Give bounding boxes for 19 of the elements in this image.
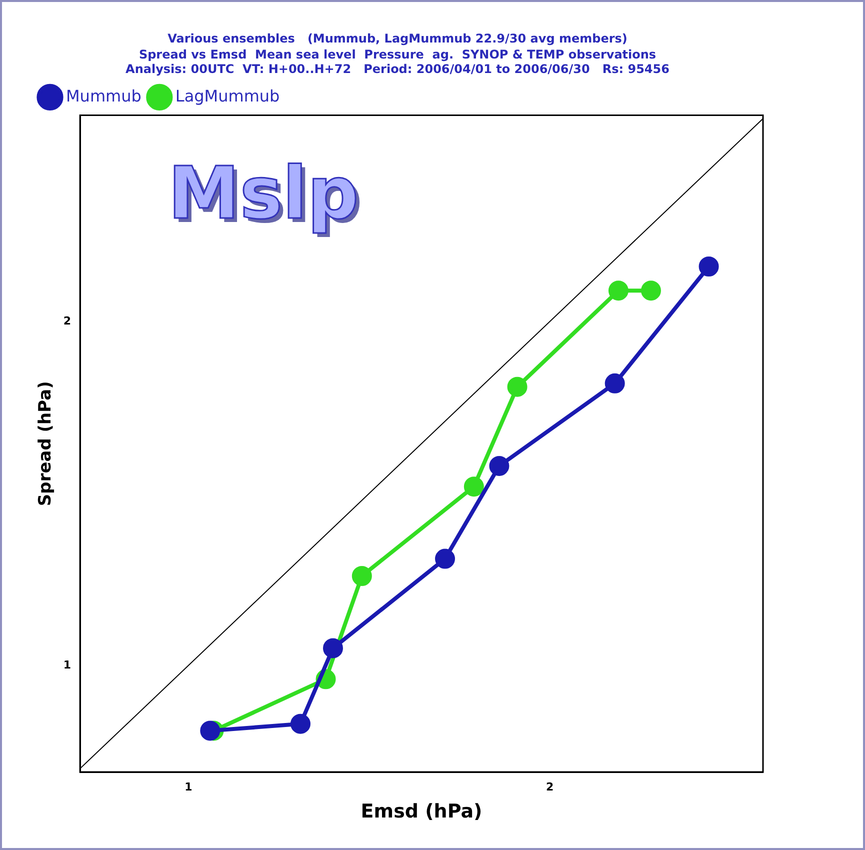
point bbox=[640, 280, 661, 301]
legend-label: LagMummub bbox=[175, 86, 280, 106]
point bbox=[698, 256, 719, 277]
point bbox=[507, 376, 528, 397]
chart-title: Various ensembles (Mummub, LagMummub 22.9/30 avg members) bbox=[168, 31, 628, 46]
legend-label: Mummub bbox=[66, 86, 142, 106]
point bbox=[200, 720, 220, 741]
point bbox=[352, 566, 372, 586]
text: Analysis: 00UTC VT: H+00..H+72 Period: 2006/04/01 to 2006/06/30 Rs: 95456 bbox=[126, 62, 670, 76]
chart-subtitle: Spread vs Emsd Mean sea level Pressure ag. SYNOP & TEMP observations bbox=[138, 48, 656, 62]
point bbox=[322, 638, 343, 658]
point bbox=[489, 456, 510, 476]
point bbox=[464, 476, 484, 497]
x-axis-title: Emsd (hPa) bbox=[360, 800, 482, 823]
point bbox=[604, 373, 625, 394]
point bbox=[608, 280, 628, 301]
y-axis-title: Spread (hPa) bbox=[36, 381, 56, 506]
point bbox=[435, 548, 456, 569]
point bbox=[290, 714, 310, 734]
